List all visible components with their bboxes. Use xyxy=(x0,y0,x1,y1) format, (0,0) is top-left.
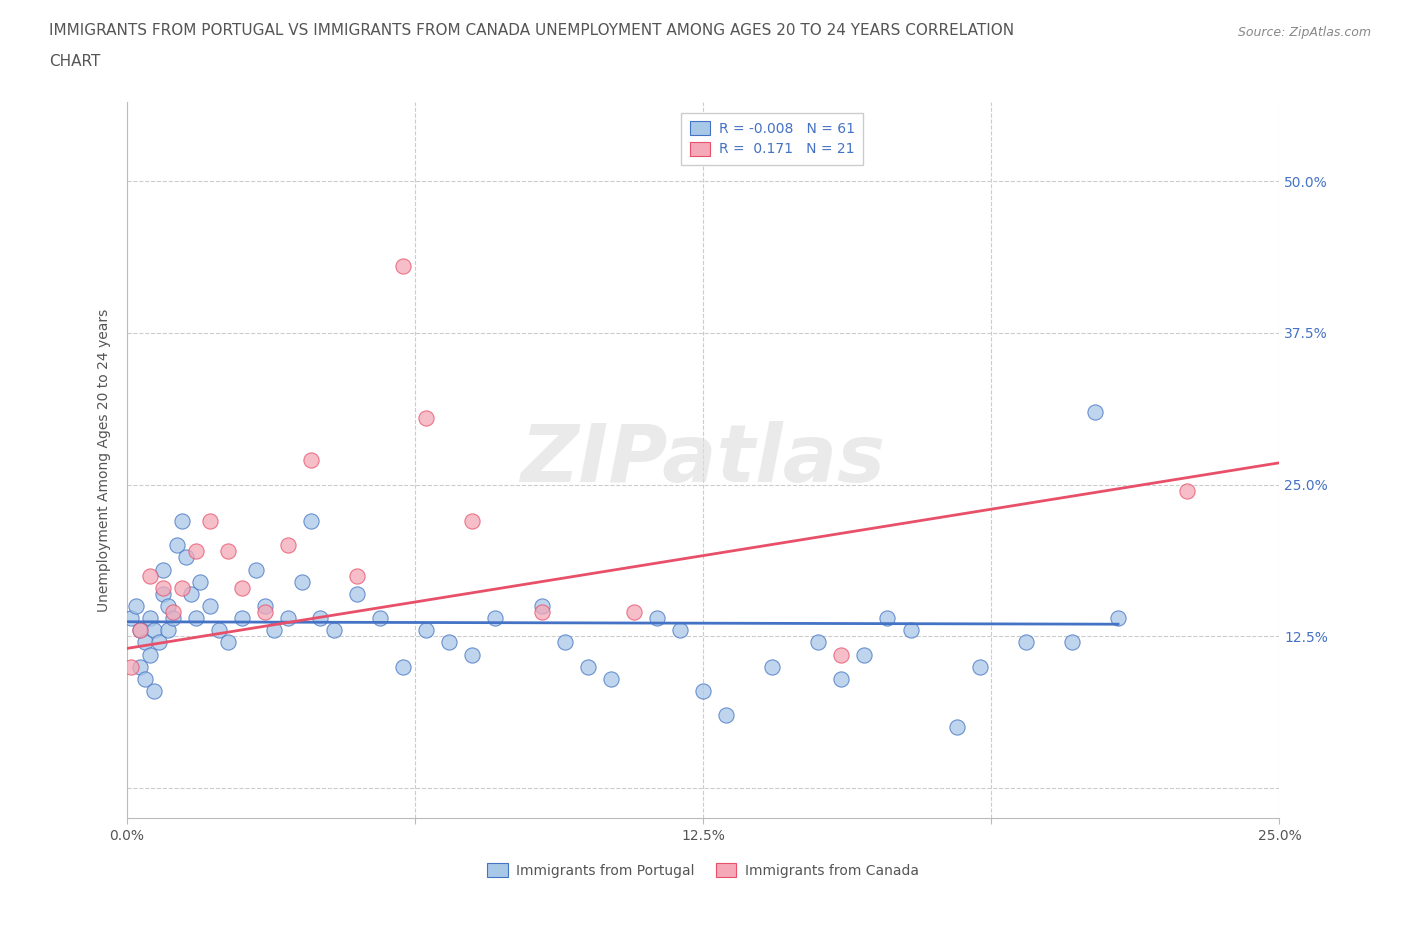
Point xyxy=(148,635,170,650)
Point xyxy=(162,611,184,626)
Point xyxy=(157,623,180,638)
Point xyxy=(530,604,553,619)
Point xyxy=(368,611,391,626)
Point xyxy=(945,720,967,735)
Point xyxy=(554,635,576,650)
Point xyxy=(309,611,332,626)
Point xyxy=(263,623,285,638)
Point xyxy=(623,604,645,619)
Point xyxy=(415,410,437,425)
Point xyxy=(134,671,156,686)
Point xyxy=(599,671,621,686)
Point xyxy=(217,544,239,559)
Point xyxy=(346,568,368,583)
Point xyxy=(245,562,267,577)
Point xyxy=(277,611,299,626)
Point xyxy=(530,599,553,614)
Point xyxy=(170,513,193,528)
Point xyxy=(198,599,221,614)
Point xyxy=(299,453,322,468)
Text: CHART: CHART xyxy=(49,54,101,69)
Point xyxy=(1084,405,1107,419)
Point xyxy=(143,684,166,698)
Text: IMMIGRANTS FROM PORTUGAL VS IMMIGRANTS FROM CANADA UNEMPLOYMENT AMONG AGES 20 TO: IMMIGRANTS FROM PORTUGAL VS IMMIGRANTS F… xyxy=(49,23,1014,38)
Point xyxy=(198,513,221,528)
Point xyxy=(299,513,322,528)
Point xyxy=(143,623,166,638)
Point xyxy=(392,659,415,674)
Legend: Immigrants from Portugal, Immigrants from Canada: Immigrants from Portugal, Immigrants fro… xyxy=(482,857,924,884)
Point xyxy=(1060,635,1083,650)
Point xyxy=(323,623,346,638)
Point xyxy=(439,635,461,650)
Point xyxy=(761,659,783,674)
Point xyxy=(152,580,174,595)
Point xyxy=(217,635,239,650)
Point xyxy=(853,647,876,662)
Point xyxy=(170,580,193,595)
Point xyxy=(1015,635,1038,650)
Point xyxy=(461,513,484,528)
Point xyxy=(184,544,207,559)
Point xyxy=(576,659,599,674)
Point xyxy=(231,580,253,595)
Point xyxy=(392,259,415,273)
Point xyxy=(645,611,668,626)
Point xyxy=(152,587,174,602)
Point xyxy=(129,623,152,638)
Point xyxy=(208,623,231,638)
Point xyxy=(277,538,299,552)
Point xyxy=(120,659,142,674)
Point xyxy=(830,647,852,662)
Point xyxy=(291,575,314,590)
Point xyxy=(125,599,148,614)
Point xyxy=(807,635,830,650)
Point xyxy=(231,611,253,626)
Point xyxy=(157,599,180,614)
Point xyxy=(415,623,437,638)
Point xyxy=(1107,611,1129,626)
Point xyxy=(692,684,714,698)
Point xyxy=(129,623,152,638)
Point xyxy=(152,562,174,577)
Point xyxy=(129,659,152,674)
Point xyxy=(166,538,188,552)
Point xyxy=(188,575,211,590)
Point xyxy=(253,604,276,619)
Point xyxy=(184,611,207,626)
Point xyxy=(180,587,202,602)
Point xyxy=(830,671,852,686)
Point xyxy=(346,587,368,602)
Point xyxy=(253,599,276,614)
Point xyxy=(162,604,184,619)
Text: ZIPatlas: ZIPatlas xyxy=(520,421,886,499)
Point xyxy=(134,635,156,650)
Point xyxy=(876,611,898,626)
Point xyxy=(138,611,160,626)
Point xyxy=(484,611,506,626)
Point xyxy=(669,623,692,638)
Point xyxy=(900,623,922,638)
Point xyxy=(969,659,991,674)
Point xyxy=(714,708,737,723)
Point xyxy=(461,647,484,662)
Point xyxy=(176,550,198,565)
Point xyxy=(1175,484,1198,498)
Point xyxy=(138,568,160,583)
Text: Source: ZipAtlas.com: Source: ZipAtlas.com xyxy=(1237,26,1371,39)
Y-axis label: Unemployment Among Ages 20 to 24 years: Unemployment Among Ages 20 to 24 years xyxy=(97,309,111,612)
Point xyxy=(138,647,160,662)
Point xyxy=(120,611,142,626)
